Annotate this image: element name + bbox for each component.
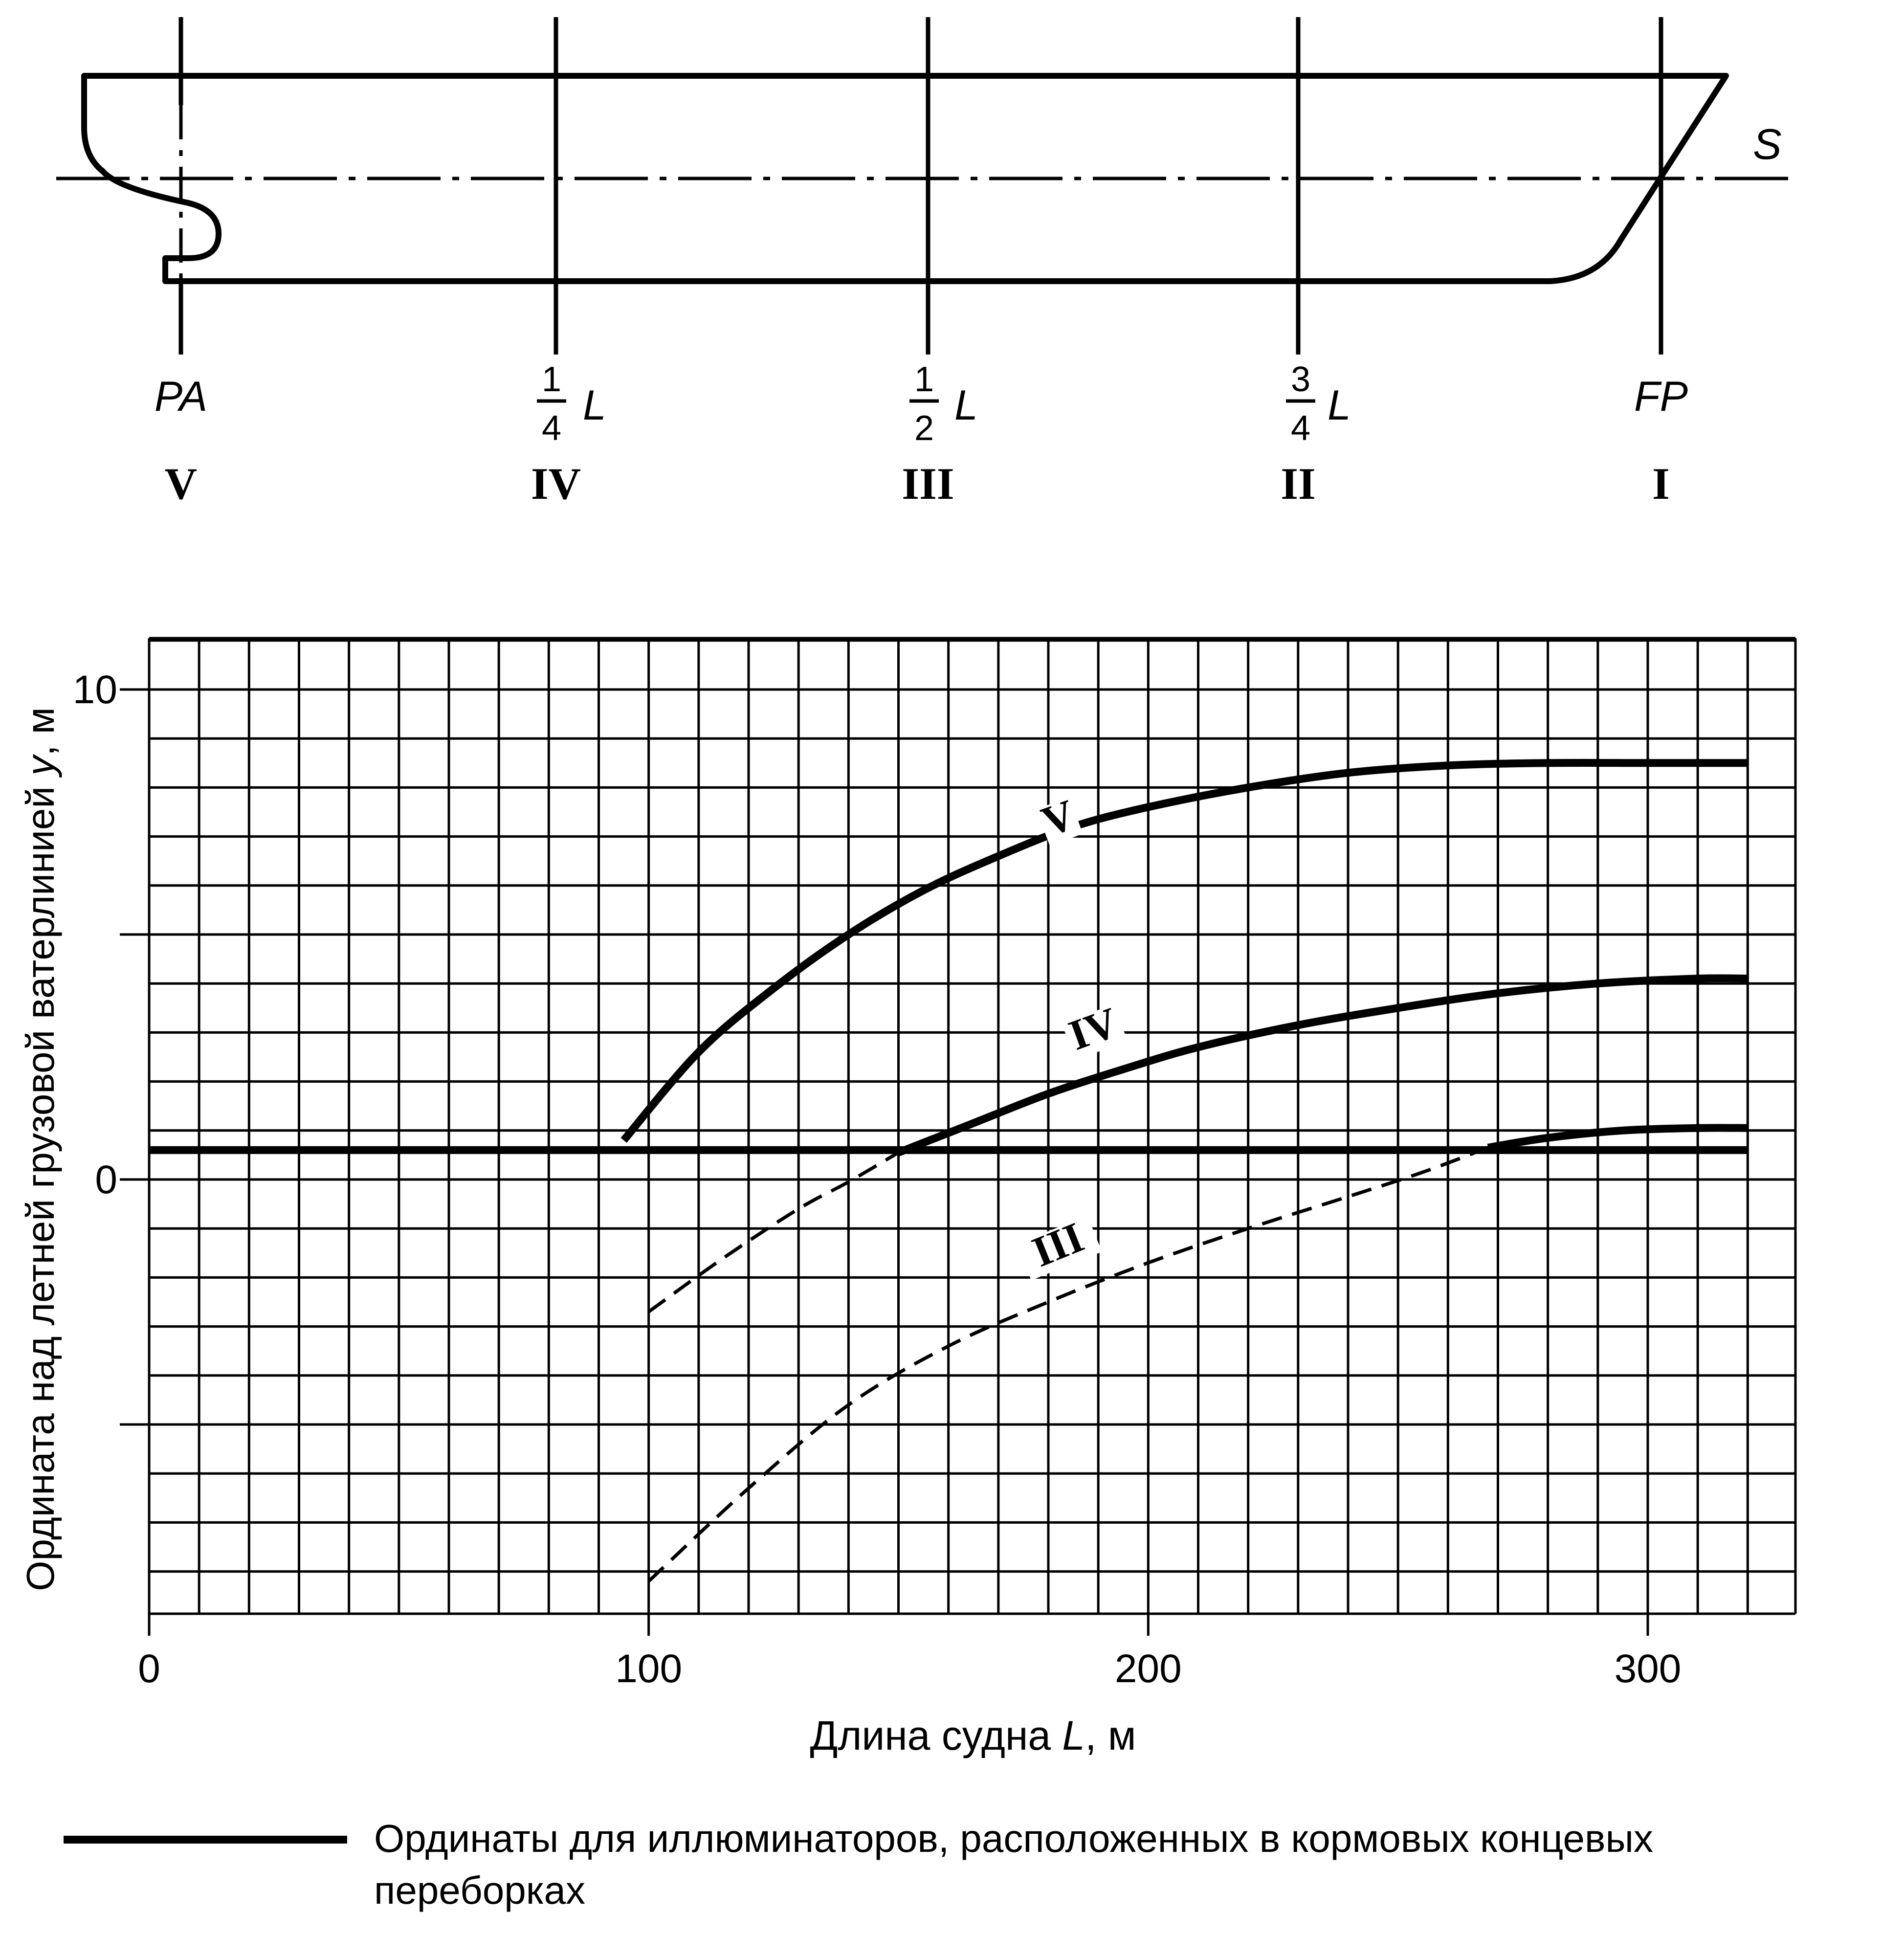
station-roman-numerals: V IV III II I <box>165 459 1670 509</box>
x-tick-label: 200 <box>1115 1646 1182 1691</box>
legend: Ординаты для иллюминаторов, расположенны… <box>64 1817 1653 1912</box>
legend-text-line-2: переборках <box>374 1868 585 1912</box>
series-label-group: IV <box>1062 999 1128 1060</box>
station-label-fp: FP <box>1634 373 1688 420</box>
length-symbol: L <box>1328 382 1351 429</box>
hull-outline <box>81 73 1729 284</box>
length-symbol: L <box>954 382 978 429</box>
roman-numeral-i: I <box>1652 459 1670 509</box>
station-label-half: 1 2 L <box>909 360 978 448</box>
series-line-iii-solid <box>1487 1124 1748 1152</box>
chart-series <box>149 758 1748 1583</box>
fraction-denominator: 2 <box>914 409 934 448</box>
x-tick-label: 100 <box>615 1646 682 1691</box>
series-label-background <box>1017 1215 1102 1281</box>
station-label-three-quarter: 3 4 L <box>1286 360 1351 448</box>
x-tick-label: 300 <box>1615 1646 1682 1691</box>
waterline-label: S <box>1753 120 1782 168</box>
y-tick-label: 10 <box>73 667 117 712</box>
fraction-numerator: 1 <box>542 360 561 399</box>
fraction-denominator: 4 <box>1291 409 1310 448</box>
fraction-denominator: 4 <box>542 409 561 448</box>
fraction-numerator: 3 <box>1291 360 1310 399</box>
roman-numeral-ii: II <box>1281 459 1316 509</box>
series-line-iii-dashed <box>647 1146 1489 1583</box>
series-label-background <box>1062 1004 1128 1060</box>
length-symbol: L <box>583 382 606 429</box>
roman-numeral-iii: III <box>902 459 954 509</box>
station-labels: PA 1 4 L 1 2 L 3 4 L FP <box>155 360 1688 448</box>
y-axis-label: Ордината над летней грузовой ватерлинией… <box>19 707 62 1591</box>
series-line-iv-dashed <box>647 1151 900 1313</box>
x-tick-label: 0 <box>138 1646 160 1691</box>
series-label-group: III <box>1017 1214 1102 1281</box>
ship-profile: S PA 1 4 L 1 2 L <box>56 17 1790 509</box>
series-line-iv-solid <box>897 974 1748 1157</box>
series-label-background <box>1036 797 1083 846</box>
station-label-pa: PA <box>155 373 207 420</box>
roman-numeral-iv: IV <box>531 459 581 509</box>
series-line-v-solid <box>620 758 1748 1143</box>
fraction-numerator: 1 <box>914 360 934 399</box>
x-axis-label: Длина судна L, м <box>810 1713 1136 1758</box>
chart-grid <box>148 637 1797 1615</box>
station-lines <box>178 17 1663 355</box>
roman-numeral-v: V <box>165 459 197 509</box>
y-tick-label: 0 <box>95 1157 117 1202</box>
legend-text-line-1: Ординаты для иллюминаторов, расположенны… <box>374 1817 1653 1860</box>
station-label-quarter: 1 4 L <box>537 360 606 448</box>
